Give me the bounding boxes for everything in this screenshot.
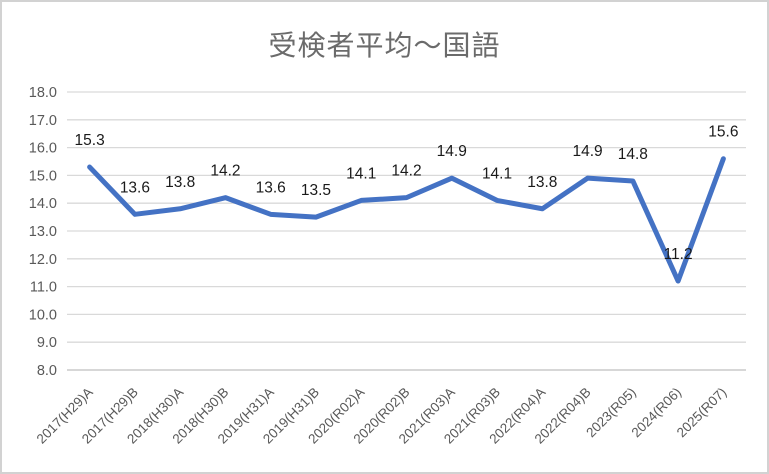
data-label: 14.2 [391, 163, 421, 180]
data-label: 13.6 [256, 179, 286, 196]
y-axis-tick-label: 10.0 [29, 307, 57, 323]
y-axis-tick-label: 8.0 [37, 363, 57, 379]
data-label: 15.3 [75, 132, 105, 149]
data-label: 14.9 [437, 143, 467, 160]
y-axis-tick-label: 16.0 [29, 141, 57, 157]
data-label: 13.5 [301, 182, 331, 199]
y-axis-tick-label: 15.0 [29, 168, 57, 184]
chart-title: 受検者平均～国語 [268, 30, 501, 61]
x-axis-category-label: 2025(R07) [674, 385, 730, 441]
data-label: 13.8 [165, 174, 195, 191]
data-label: 14.1 [482, 165, 512, 182]
data-label: 14.2 [210, 163, 240, 180]
y-axis-tick-label: 9.0 [37, 335, 57, 351]
y-axis-tick-label: 12.0 [29, 252, 57, 268]
data-label: 15.6 [708, 124, 738, 141]
y-axis-tick-label: 11.0 [30, 280, 57, 296]
y-axis-tick-label: 13.0 [29, 224, 57, 240]
series-line [87, 156, 726, 284]
data-label: 14.1 [346, 165, 376, 182]
y-axis-tick-label: 18.0 [29, 85, 57, 101]
data-label: 11.2 [664, 246, 693, 263]
y-axis-tick-label: 17.0 [29, 113, 57, 129]
y-axis-tick-label: 14.0 [29, 196, 57, 212]
data-label: 14.8 [618, 146, 648, 163]
data-label: 13.6 [120, 179, 150, 196]
data-label: 13.8 [527, 174, 557, 191]
data-label: 14.9 [572, 143, 602, 160]
